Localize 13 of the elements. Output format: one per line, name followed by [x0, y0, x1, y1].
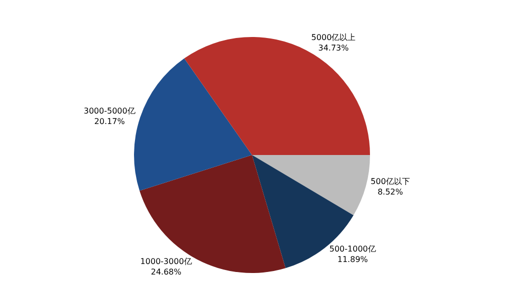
- data-label: 24.68%: [150, 268, 182, 277]
- slice-label: 500亿以下: [370, 177, 410, 186]
- data-label: 11.89%: [337, 254, 368, 264]
- pie-slice: [134, 58, 252, 191]
- pie-slice: [140, 155, 286, 273]
- pie-slice: [252, 155, 370, 216]
- data-label: 8.52%: [378, 188, 404, 197]
- slice-label: 1000-3000亿: [140, 257, 192, 266]
- slice-label: 5000亿以上: [311, 32, 356, 42]
- slice-label: 500-1000亿: [329, 244, 376, 254]
- data-label: 34.73%: [318, 43, 350, 52]
- data-label: 20.17%: [94, 116, 126, 126]
- slice-label: 3000-5000亿: [84, 106, 136, 116]
